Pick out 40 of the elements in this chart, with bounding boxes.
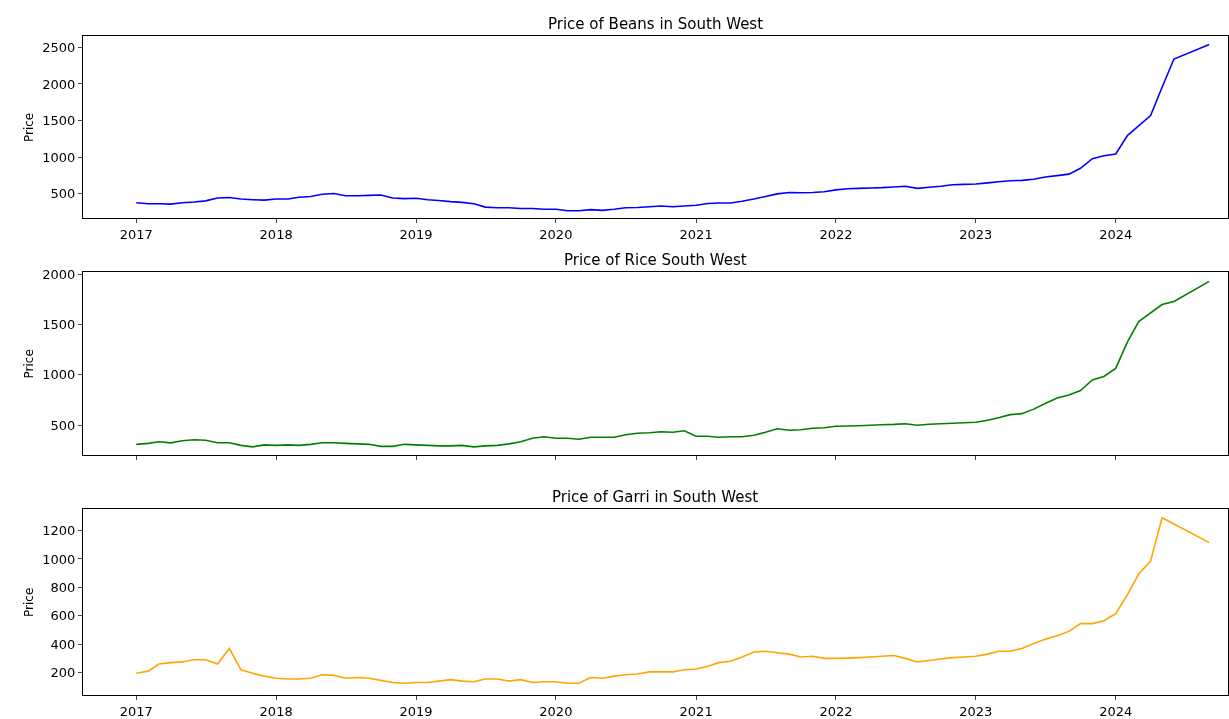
y-tick-label: 2000 — [42, 76, 76, 92]
x-tick-label: 2019 — [399, 703, 433, 719]
x-tick-label: 2023 — [959, 703, 993, 719]
x-tick-label: 2017 — [119, 703, 153, 719]
y-tick-label: 1000 — [42, 367, 76, 383]
y-axis-title: Price — [21, 349, 36, 379]
y-tick-label: 1200 — [42, 523, 76, 539]
y-tick-label: 600 — [50, 608, 76, 624]
y-tick-label: 500 — [50, 186, 76, 202]
y-axis-title: Price — [21, 587, 36, 617]
y-tick-label: 500 — [50, 417, 76, 433]
y-tick-label: 1500 — [42, 317, 76, 333]
x-tick-label: 2019 — [399, 227, 433, 243]
x-tick-label: 2018 — [259, 227, 293, 243]
x-tick-label: 2017 — [119, 227, 153, 243]
x-tick-label: 2018 — [259, 703, 293, 719]
x-tick-label: 2024 — [1099, 703, 1133, 719]
y-tick-label: 1000 — [42, 149, 76, 165]
x-tick-label: 2020 — [539, 227, 573, 243]
chart-title: Price of Garri in South West — [552, 488, 759, 506]
x-tick-label: 2022 — [819, 227, 853, 243]
y-tick-label: 2000 — [42, 266, 76, 282]
x-tick-label: 2021 — [679, 703, 713, 719]
y-tick-label: 200 — [50, 665, 76, 681]
y-tick-label: 800 — [50, 579, 76, 595]
line-series — [135, 280, 1211, 448]
chart-title: Price of Beans in South West — [548, 15, 764, 33]
x-tick-label: 2022 — [819, 703, 853, 719]
y-tick-label: 2500 — [42, 39, 76, 55]
x-tick-label: 2021 — [679, 227, 713, 243]
line-series — [135, 43, 1211, 212]
y-tick-label: 1500 — [42, 113, 76, 129]
chart-title: Price of Rice South West — [564, 251, 747, 269]
y-tick-label: 1000 — [42, 551, 76, 567]
line-series — [135, 516, 1211, 685]
y-tick-label: 400 — [50, 636, 76, 652]
x-tick-label: 2024 — [1099, 227, 1133, 243]
y-axis-title: Price — [21, 112, 36, 143]
x-tick-label: 2023 — [959, 227, 993, 243]
x-tick-label: 2020 — [539, 703, 573, 719]
